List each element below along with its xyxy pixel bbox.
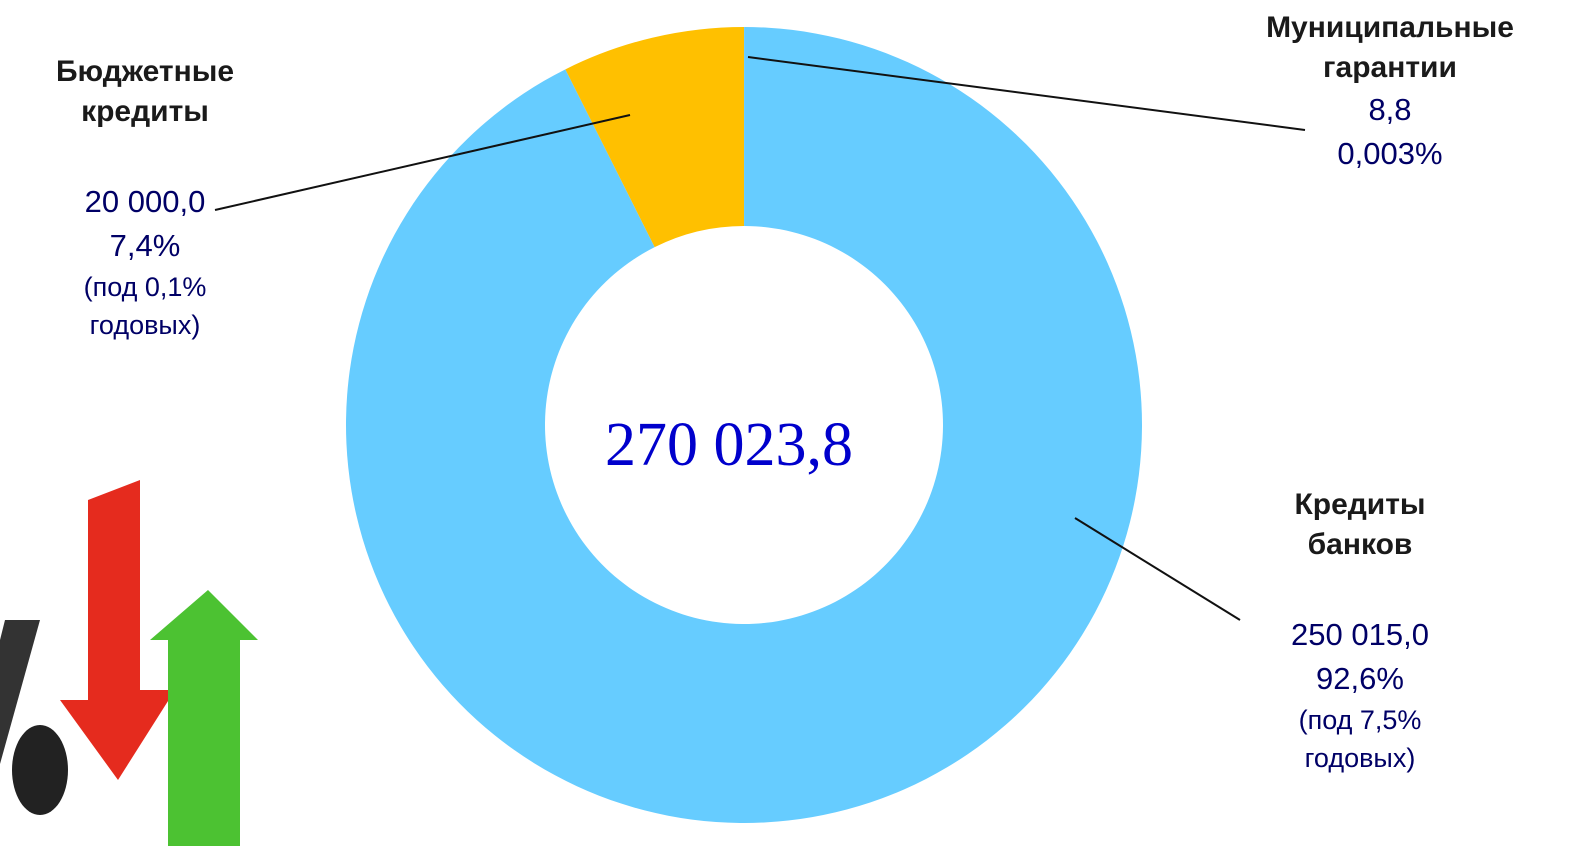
data-label: Кредиты банков 250 015,0 92,6% (под 7,5% го…	[1215, 485, 1505, 777]
value-label: 8,8	[1368, 92, 1412, 127]
value-label: 250 015,0	[1291, 617, 1429, 652]
category-label: Муниципальные гарантии	[1266, 11, 1514, 84]
data-label: Муниципальные гарантии 8,8 0,003%	[1225, 8, 1555, 176]
leader-line	[214, 114, 631, 211]
decoration	[0, 480, 258, 846]
percent-label: 92,6%	[1316, 661, 1404, 696]
category-label: Бюджетные кредиты	[55, 55, 235, 128]
category-label: Кредиты банков	[1294, 488, 1426, 561]
percent-label: 0,003%	[1337, 136, 1443, 171]
note-label: (под 0,1% годовых)	[83, 272, 207, 340]
total-label: 270 023,8	[605, 411, 853, 479]
note-label: (под 7,5% годовых)	[1298, 705, 1422, 773]
data-label: Бюджетные кредиты 20 000,0 7,4% (под 0,1% г…	[10, 52, 280, 344]
leader-line	[747, 56, 1306, 131]
value-label: 20 000,0	[84, 184, 206, 219]
slice	[346, 27, 1142, 824]
leader-line	[1074, 517, 1241, 621]
percent-label: 7,4%	[109, 228, 181, 263]
slice	[565, 27, 744, 248]
